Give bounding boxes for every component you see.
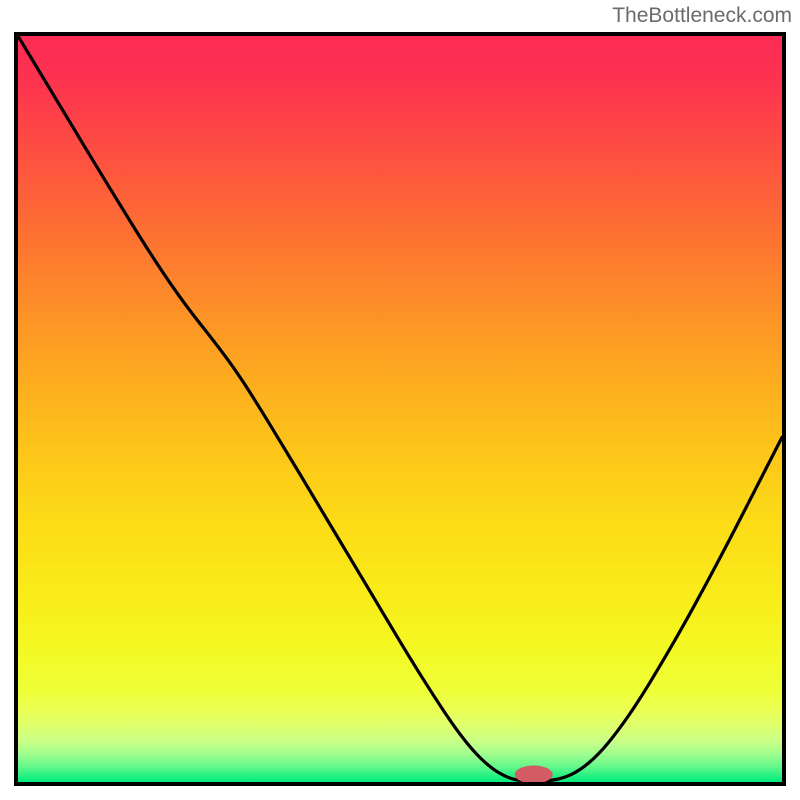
chart-plot-area <box>14 32 786 786</box>
bottleneck-curve <box>18 36 782 782</box>
watermark-text: TheBottleneck.com <box>612 4 792 28</box>
optimal-point-marker <box>515 766 553 782</box>
